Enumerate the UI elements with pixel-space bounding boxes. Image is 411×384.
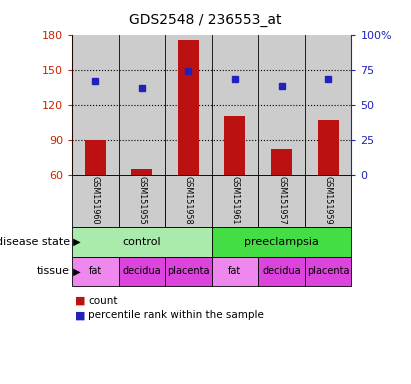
Text: fat: fat	[89, 266, 102, 276]
Bar	[178, 40, 199, 175]
Text: ■: ■	[75, 310, 86, 320]
Text: GDS2548 / 236553_at: GDS2548 / 236553_at	[129, 13, 282, 27]
Text: GSM151955: GSM151955	[137, 176, 146, 225]
Bar	[318, 120, 339, 175]
Text: ▶: ▶	[70, 237, 81, 247]
Bar	[72, 35, 118, 175]
Bar	[85, 140, 106, 175]
Text: disease state: disease state	[0, 237, 70, 247]
Bar	[224, 116, 245, 175]
Text: count: count	[88, 296, 118, 306]
Text: ▶: ▶	[70, 266, 81, 276]
Text: decidua: decidua	[262, 266, 301, 276]
Bar	[258, 35, 305, 175]
Text: GSM151958: GSM151958	[184, 176, 193, 225]
Bar	[165, 35, 212, 175]
Text: GSM151957: GSM151957	[277, 176, 286, 225]
Text: tissue: tissue	[37, 266, 70, 276]
Text: ■: ■	[75, 296, 86, 306]
Text: placenta: placenta	[167, 266, 210, 276]
Text: percentile rank within the sample: percentile rank within the sample	[88, 310, 264, 320]
Text: GSM151960: GSM151960	[91, 176, 100, 225]
Text: control: control	[122, 237, 161, 247]
Bar	[212, 35, 258, 175]
Text: decidua: decidua	[122, 266, 161, 276]
Bar	[131, 169, 152, 175]
Text: placenta: placenta	[307, 266, 349, 276]
Bar	[271, 149, 292, 175]
Text: GSM151961: GSM151961	[231, 176, 240, 225]
Bar	[305, 35, 351, 175]
Text: fat: fat	[229, 266, 242, 276]
Bar	[118, 35, 165, 175]
Text: preeclampsia: preeclampsia	[244, 237, 319, 247]
Text: GSM151959: GSM151959	[323, 176, 332, 225]
